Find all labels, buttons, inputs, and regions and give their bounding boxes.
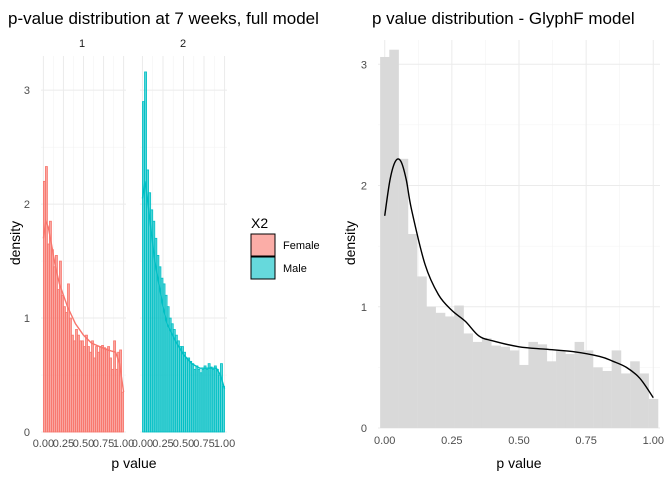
y-tick-label: 3 bbox=[361, 59, 367, 71]
y-tick-label: 1 bbox=[361, 302, 367, 314]
left-plot-title: p-value distribution at 7 weeks, full mo… bbox=[8, 9, 319, 28]
histogram-bar bbox=[565, 354, 575, 428]
histogram-bar bbox=[389, 49, 399, 428]
right-y-axis-title: density bbox=[342, 221, 358, 265]
left-plot: p-value distribution at 7 weeks, full mo… bbox=[7, 9, 319, 471]
y-tick-label: 0 bbox=[24, 427, 30, 439]
density-line bbox=[384, 158, 654, 399]
y-tick-label: 3 bbox=[24, 85, 30, 97]
histogram-bar bbox=[611, 350, 622, 428]
histogram-bar bbox=[509, 350, 520, 428]
density-line bbox=[141, 181, 226, 389]
histogram-bar bbox=[648, 398, 659, 428]
histogram-bar bbox=[574, 341, 585, 428]
facet-strip-2: 2 bbox=[180, 38, 186, 50]
histogram-bar bbox=[472, 341, 483, 428]
histogram-bar bbox=[602, 371, 612, 428]
density-line bbox=[42, 218, 125, 393]
histogram-bar bbox=[380, 56, 390, 428]
x-tick-label: 0.75 bbox=[575, 435, 596, 447]
right-x-axis-ticks: 0.00 0.25 0.50 0.75 1.00 bbox=[374, 435, 664, 447]
histogram-bar bbox=[398, 158, 409, 428]
x-tick-label: 0.00 bbox=[33, 438, 54, 450]
histogram-bar bbox=[454, 305, 464, 428]
x-tick-label: 1.00 bbox=[214, 438, 235, 450]
left-y-axis-ticks: 0 1 2 3 bbox=[24, 85, 30, 439]
legend-label-female: Female bbox=[283, 240, 320, 252]
legend: X2 Female Male bbox=[250, 215, 320, 280]
facet-strip-1: 1 bbox=[79, 38, 85, 50]
histogram-bar bbox=[556, 350, 566, 428]
histogram-bar bbox=[119, 349, 122, 433]
histogram-bar bbox=[444, 316, 455, 428]
histogram-bar bbox=[537, 344, 548, 428]
x-tick-label: 0.75 bbox=[93, 438, 114, 450]
histogram-bar bbox=[435, 312, 446, 428]
histogram-bar bbox=[639, 373, 649, 428]
left-x-axis-title: p value bbox=[111, 455, 156, 471]
histogram-bar bbox=[121, 391, 124, 433]
legend-key-female bbox=[250, 233, 276, 257]
right-y-axis-ticks: 0 1 2 3 bbox=[361, 59, 367, 435]
x-tick-label: 0.50 bbox=[508, 435, 529, 447]
right-plot: p value distribution - GlyphF model 0 1 2 3… bbox=[342, 9, 664, 471]
left-y-axis-title: density bbox=[7, 221, 23, 265]
x-tick-label: 0.00 bbox=[374, 435, 395, 447]
y-tick-label: 0 bbox=[361, 423, 367, 435]
right-x-axis-title: p value bbox=[496, 455, 541, 471]
histogram-bar bbox=[222, 386, 225, 433]
x-tick-label: 1.00 bbox=[643, 435, 664, 447]
histogram-bar bbox=[481, 338, 492, 428]
histogram-bar bbox=[417, 276, 427, 428]
histogram-bar bbox=[528, 341, 538, 428]
x-tick-label: 0.25 bbox=[152, 438, 173, 450]
x-tick-label: 0.00 bbox=[132, 438, 153, 450]
right-plot-title: p value distribution - GlyphF model bbox=[372, 9, 635, 28]
x-tick-label: 1.00 bbox=[113, 438, 134, 450]
histogram-bar bbox=[630, 361, 640, 428]
histogram-bar bbox=[519, 364, 529, 428]
histogram-bar bbox=[620, 373, 631, 428]
x-tick-label: 0.25 bbox=[53, 438, 74, 450]
histogram-bar bbox=[407, 234, 418, 428]
y-tick-label: 1 bbox=[24, 313, 30, 325]
x-tick-label: 0.75 bbox=[193, 438, 214, 450]
facet-panel-1 bbox=[41, 56, 126, 433]
y-tick-label: 2 bbox=[361, 181, 367, 193]
histogram-bar bbox=[463, 333, 473, 428]
legend-key-male bbox=[250, 256, 276, 280]
legend-title: X2 bbox=[251, 215, 268, 231]
legend-item-male: Male bbox=[250, 256, 307, 280]
histogram-bar bbox=[426, 306, 436, 428]
x-tick-label: 0.50 bbox=[173, 438, 194, 450]
y-tick-label: 2 bbox=[24, 199, 30, 211]
legend-label-male: Male bbox=[283, 263, 307, 275]
x-tick-label: 0.25 bbox=[441, 435, 462, 447]
legend-item-female: Female bbox=[250, 233, 320, 257]
facet-panel-2 bbox=[140, 56, 227, 433]
histogram-bar bbox=[546, 361, 557, 428]
x-tick-label: 0.50 bbox=[73, 438, 94, 450]
right-plot-panel bbox=[378, 40, 660, 429]
left-x-axis-ticks: 0.000.250.500.751.000.00 0.25 0.50 0.75 1.00 bbox=[33, 438, 236, 450]
histogram-bar bbox=[583, 350, 594, 428]
histogram-bar bbox=[500, 346, 511, 428]
histogram-bar bbox=[491, 345, 501, 428]
histogram-bar bbox=[593, 367, 603, 428]
